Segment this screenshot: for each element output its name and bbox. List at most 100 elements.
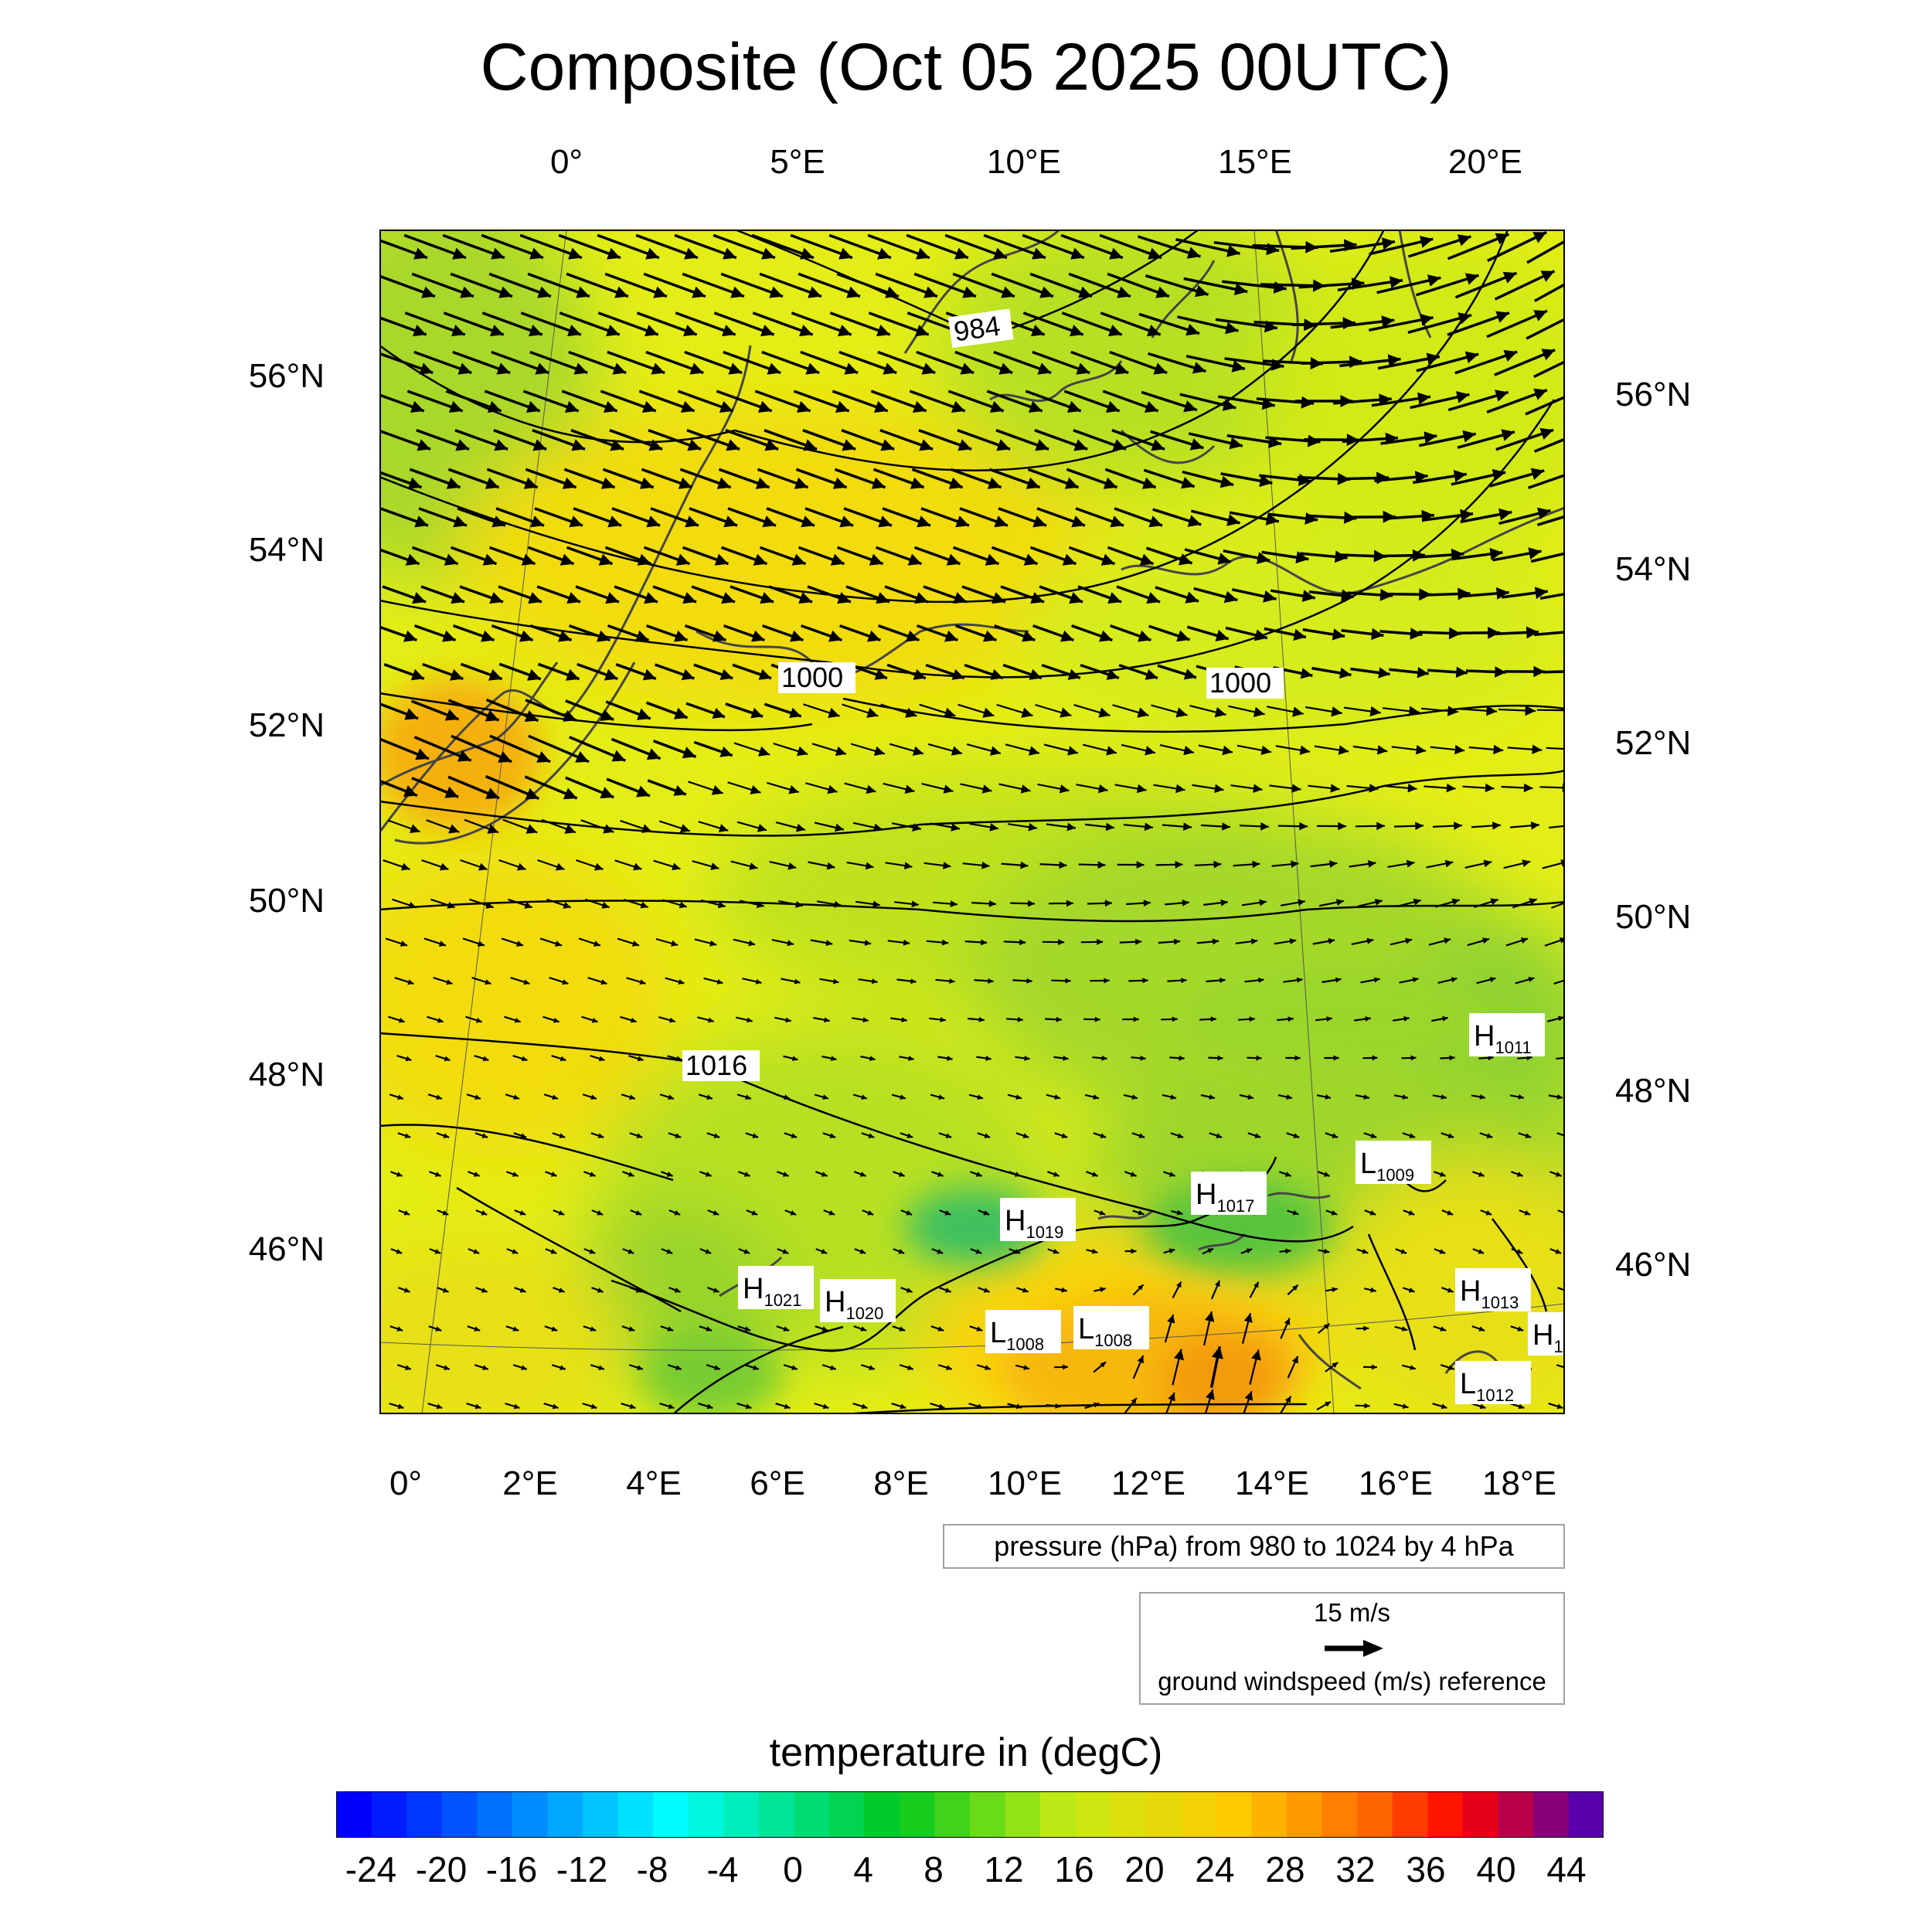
colorbar-title: temperature in (degC) — [769, 1730, 1163, 1775]
bottom-lon-label: 14°E — [1235, 1464, 1309, 1502]
top-lon-label: 10°E — [987, 143, 1061, 181]
colorbar-tick-label: 28 — [1265, 1849, 1305, 1889]
wind-arrow-head — [861, 1403, 868, 1410]
wind-arrow-head — [524, 710, 539, 722]
wind-arrow-head — [801, 515, 815, 528]
wind-arrow-head — [1059, 784, 1070, 794]
wind-arrow-head — [590, 1403, 597, 1410]
wind-arrow-head — [520, 1133, 527, 1138]
wind-arrow-head — [1137, 1355, 1144, 1364]
wind-arrow-head — [1426, 352, 1440, 366]
wind-arrow-head — [716, 978, 723, 985]
wind-arrow-head — [589, 1249, 596, 1254]
wind-arrow-head — [864, 940, 872, 946]
wind-arrow-head — [1174, 1349, 1184, 1361]
wind-arrow-head — [481, 1287, 488, 1293]
colorbar-tick-label: 0 — [783, 1849, 803, 1889]
wind-arrow-head — [403, 785, 417, 798]
wind-arrow-head — [1332, 628, 1345, 641]
wind-arrow-head — [1100, 1133, 1107, 1138]
wind-arrow-head — [550, 1172, 557, 1177]
svg-text:H1013: H1013 — [1460, 1275, 1519, 1312]
wind-arrow-head — [709, 940, 717, 947]
wind-arrow-head — [410, 400, 424, 413]
wind-arrow-head — [825, 940, 833, 947]
wind-arrow-head — [487, 824, 499, 834]
wind-arrow-head — [1091, 1172, 1098, 1177]
wind-arrow-head — [448, 400, 463, 413]
right-lat-label: 48°N — [1615, 1072, 1692, 1110]
top-lon-label: 15°E — [1218, 143, 1292, 181]
wind-arrow-head — [568, 247, 582, 260]
wind-arrow-head — [597, 630, 611, 642]
wind-arrow-head — [869, 1056, 876, 1061]
wind-arrow-head — [1517, 1326, 1524, 1332]
wind-arrow-head — [706, 1326, 713, 1332]
wind-arrow-head — [1097, 938, 1104, 945]
wind-arrow-head — [1028, 400, 1043, 413]
wind-arrow-head — [790, 1210, 797, 1216]
wind-arrow-head — [992, 592, 1005, 604]
wind-arrow-head — [989, 823, 998, 832]
wind-arrow-head — [1167, 1315, 1175, 1324]
colorbar-swatch — [1111, 1791, 1147, 1838]
wind-arrow-head — [1490, 898, 1498, 906]
colorbar-swatch — [547, 1791, 583, 1838]
wind-arrow-head — [1195, 285, 1209, 298]
wind-arrow-head — [1289, 938, 1297, 944]
weather-map: 984 1000 1000 1016 H1011 L100 — [379, 230, 1565, 1414]
wind-arrow-head — [1183, 668, 1196, 680]
wind-arrow-head — [1076, 362, 1090, 375]
wind-arrow-head — [519, 1287, 526, 1293]
wind-arrow-head — [576, 286, 590, 298]
wind-arrow-head — [1213, 860, 1222, 869]
wind-arrow-head — [562, 477, 577, 489]
wind-arrow-head — [1488, 627, 1500, 639]
wind-arrow-head — [653, 286, 667, 298]
wind-arrow-head — [803, 439, 818, 451]
wind-arrow-head — [1022, 630, 1036, 642]
wind-arrow-head — [796, 746, 808, 757]
wind-arrow-head — [837, 592, 851, 604]
wind-arrow-head — [904, 784, 915, 794]
wind-arrow-head — [1223, 590, 1238, 604]
colorbar-tick-label: 16 — [1054, 1849, 1094, 1889]
wind-arrow-head — [521, 553, 536, 566]
wind-arrow-head — [1155, 286, 1169, 298]
wind-arrow-head — [1107, 592, 1121, 604]
wind-arrow-head — [453, 515, 467, 528]
wind-arrow-head — [1292, 1284, 1298, 1291]
wind-arrow-head — [529, 247, 543, 260]
wind-arrow-head — [1214, 707, 1226, 718]
wind-arrow-head — [536, 751, 551, 763]
wind-arrow-head — [1023, 553, 1038, 566]
wind-arrow-head — [403, 1210, 410, 1216]
wind-arrow — [1525, 395, 1565, 416]
wind-arrow-head — [1056, 1016, 1062, 1022]
svg-text:H1021: H1021 — [743, 1273, 801, 1310]
colorbar-tick-label: -16 — [485, 1849, 538, 1889]
wind-arrow-head — [451, 325, 465, 337]
wind-arrow-head — [607, 247, 621, 260]
wind-arrow-head — [1222, 822, 1230, 831]
wind-arrow-head — [591, 1017, 598, 1023]
wind-arrow-head — [410, 824, 420, 833]
wind-arrow-head — [629, 1094, 635, 1100]
wind-arrow-head — [867, 1210, 874, 1216]
wind-arrow-head — [805, 362, 820, 375]
wind-arrow-head — [485, 709, 499, 722]
wind-arrow-head — [1135, 938, 1142, 945]
wind-arrow-head — [784, 1094, 790, 1100]
wind-arrow-head — [984, 1133, 991, 1138]
colorbar-swatch — [1287, 1791, 1323, 1838]
wind-arrow-head — [730, 286, 744, 298]
wind-arrow-head — [1341, 589, 1354, 602]
colorbar-swatch — [406, 1791, 443, 1838]
wind-arrow-head — [1023, 1365, 1029, 1370]
wind-arrow-head — [726, 439, 740, 451]
wind-arrow-head — [1367, 860, 1376, 868]
wind-arrow-head — [743, 1249, 750, 1254]
wind-arrow-head — [983, 1287, 990, 1293]
wind-arrow-head — [745, 1094, 751, 1100]
wind-arrow-head — [1323, 1323, 1330, 1329]
